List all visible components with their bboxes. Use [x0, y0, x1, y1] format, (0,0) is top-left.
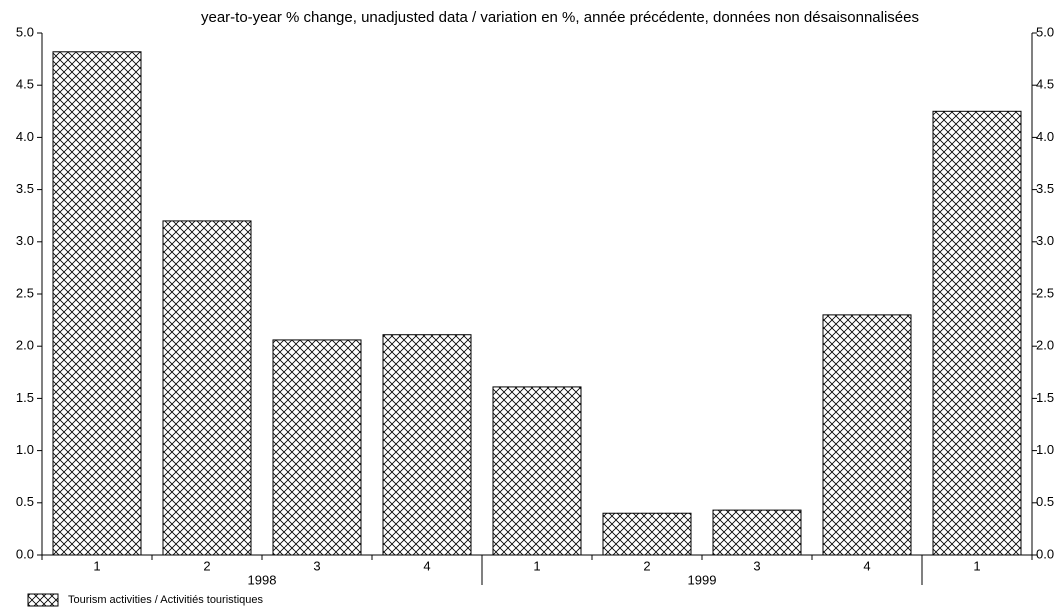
x-tick-label: 3 — [753, 558, 760, 573]
y-tick-label: 1.0 — [16, 442, 34, 457]
bar — [932, 110, 1022, 556]
legend-label: Tourism activities / Activitiés touristi… — [68, 594, 264, 606]
bar — [602, 512, 692, 556]
bar — [492, 386, 582, 556]
y-tick-label: 2.5 — [16, 285, 34, 300]
y-tick-label: 5.0 — [16, 24, 34, 39]
y-tick-label: 1.5 — [16, 390, 34, 405]
y2-tick-label: 2.0 — [1036, 338, 1054, 353]
group-label: 1999 — [688, 572, 717, 587]
y-tick-label: 3.0 — [16, 233, 34, 248]
bar — [162, 220, 252, 556]
y2-tick-label: 4.0 — [1036, 129, 1054, 144]
y-tick-label: 4.0 — [16, 129, 34, 144]
bar — [822, 314, 912, 556]
y2-tick-label: 1.5 — [1036, 390, 1054, 405]
x-tick-label: 1 — [533, 558, 540, 573]
y-tick-label: 4.5 — [16, 77, 34, 92]
y-tick-label: 3.5 — [16, 181, 34, 196]
bar — [272, 339, 362, 556]
x-tick-label: 1 — [93, 558, 100, 573]
y2-tick-label: 5.0 — [1036, 24, 1054, 39]
y-tick-label: 0.5 — [16, 494, 34, 509]
x-tick-label: 3 — [313, 558, 320, 573]
group-label: 1998 — [248, 572, 277, 587]
x-tick-label: 2 — [203, 558, 210, 573]
y2-tick-label: 1.0 — [1036, 442, 1054, 457]
x-tick-label: 1 — [973, 558, 980, 573]
y2-tick-label: 0.0 — [1036, 546, 1054, 561]
bar — [52, 51, 142, 556]
y-tick-label: 0.0 — [16, 546, 34, 561]
x-tick-label: 4 — [423, 558, 430, 573]
x-tick-label: 4 — [863, 558, 870, 573]
y2-tick-label: 3.5 — [1036, 181, 1054, 196]
y2-tick-label: 4.5 — [1036, 77, 1054, 92]
y2-tick-label: 2.5 — [1036, 285, 1054, 300]
y-tick-label: 2.0 — [16, 338, 34, 353]
chart-title: year-to-year % change, unadjusted data /… — [201, 9, 919, 26]
x-tick-label: 2 — [643, 558, 650, 573]
y2-tick-label: 3.0 — [1036, 233, 1054, 248]
legend-swatch — [27, 593, 59, 607]
bar — [382, 334, 472, 556]
bar — [712, 509, 802, 556]
y2-tick-label: 0.5 — [1036, 494, 1054, 509]
